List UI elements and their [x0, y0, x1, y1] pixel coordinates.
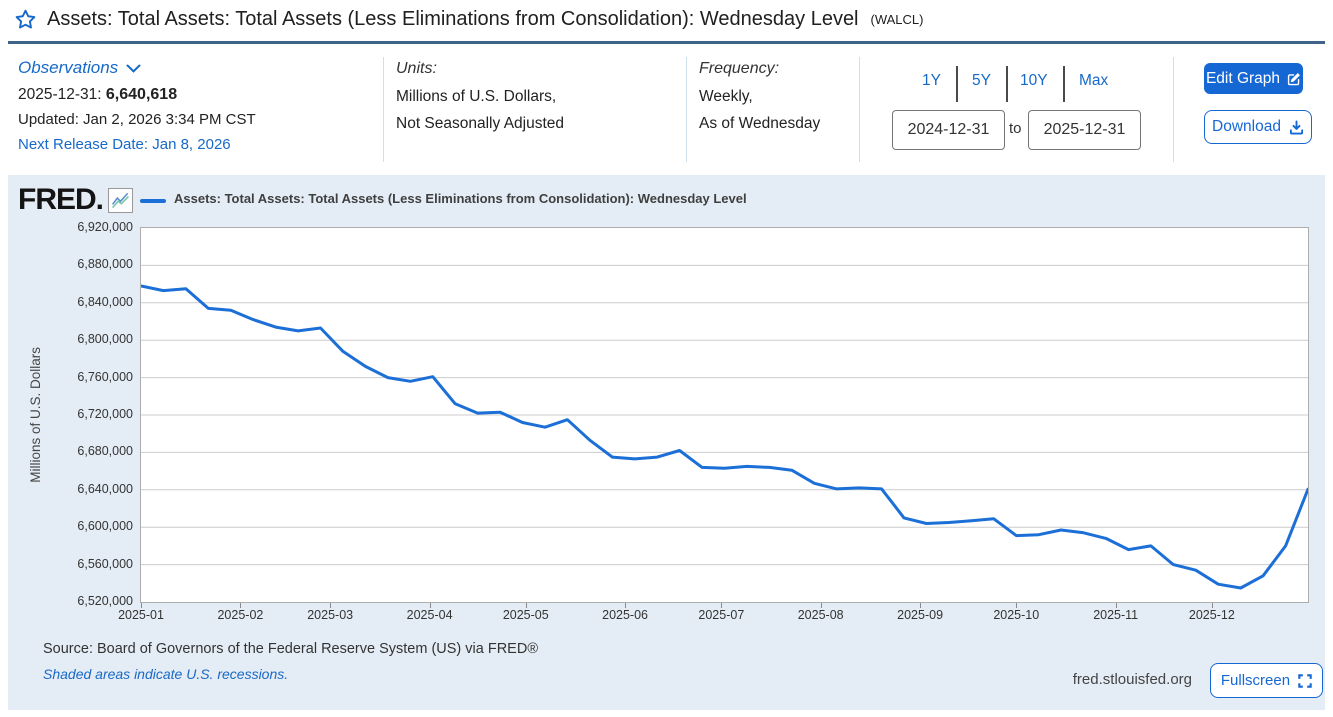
legend-series-label: Assets: Total Assets: Total Assets (Less…: [174, 191, 747, 206]
y-tick-label: 6,720,000: [77, 407, 133, 421]
x-tick-label: 2025-01: [118, 608, 164, 622]
chevron-down-icon: [126, 64, 141, 73]
download-icon: [1289, 119, 1304, 135]
y-tick-label: 6,520,000: [77, 594, 133, 608]
x-tick-mark: [721, 603, 723, 608]
x-tick-label: 2025-10: [993, 608, 1040, 622]
y-tick-label: 6,760,000: [77, 369, 133, 384]
series-line: [139, 284, 1310, 590]
x-tick-label: 2025-03: [307, 608, 354, 622]
fullscreen-button[interactable]: Fullscreen: [1210, 663, 1323, 698]
frequency-line1: Weekly,: [699, 88, 753, 105]
preset-separator: [956, 66, 958, 102]
y-tick-label: 6,880,000: [77, 257, 133, 272]
fullscreen-label: Fullscreen: [1220, 672, 1291, 689]
units-label: Units:: [396, 60, 437, 77]
x-tick-label: 2025-09: [897, 608, 944, 622]
plot-area[interactable]: [139, 227, 1310, 603]
toolbar-divider: [383, 57, 384, 162]
observations-dropdown[interactable]: Observations: [18, 58, 141, 78]
next-release-link[interactable]: Next Release Date: Jan 8, 2026: [18, 136, 231, 153]
toolbar-divider: [859, 57, 860, 162]
page-title: Assets: Total Assets: Total Assets (Less…: [47, 8, 859, 30]
observations-label: Observations: [18, 58, 119, 77]
y-tick-label: 6,560,000: [77, 556, 133, 571]
legend-line-swatch: [140, 199, 166, 203]
series-ticker: (WALCL): [870, 12, 924, 27]
title-divider: [8, 41, 1325, 44]
toolbar-divider: [1173, 57, 1174, 162]
x-tick-mark: [625, 603, 627, 608]
x-tick-label: 2025-11: [1093, 608, 1139, 622]
x-tick-label: 2025-04: [406, 608, 453, 622]
site-url: fred.stlouisfed.org: [1072, 671, 1192, 688]
fullscreen-icon: [1298, 673, 1312, 688]
edit-graph-label: Edit Graph: [1205, 69, 1281, 87]
x-tick-label: 2025-05: [502, 608, 549, 622]
x-tick-mark: [1016, 603, 1018, 608]
x-tick-mark: [429, 603, 431, 608]
favorite-star-icon[interactable]: [14, 8, 37, 31]
fred-logo[interactable]: FRED: [18, 183, 103, 217]
end-date-input[interactable]: [1028, 110, 1141, 150]
x-tick-mark: [141, 603, 142, 608]
edit-graph-button[interactable]: Edit Graph: [1204, 63, 1303, 94]
graph-container: FRED Assets: Total Assets: Total Assets …: [8, 175, 1325, 710]
date-range-to-label: to: [1009, 120, 1022, 137]
x-tick-label: 2025-02: [217, 608, 264, 622]
chart-line-svg: [139, 264, 1310, 590]
y-tick-label: 6,640,000: [77, 481, 133, 496]
units-line2: Not Seasonally Adjusted: [396, 115, 565, 132]
latest-observation-date: 2025-12-31:: [18, 86, 102, 103]
latest-observation: 2025-12-31: 6,640,618: [18, 86, 177, 104]
x-tick-mark: [1211, 603, 1213, 608]
y-tick-label: 6,600,000: [77, 519, 133, 534]
x-tick-label: 2025-08: [797, 608, 844, 622]
recession-note-link[interactable]: Shaded areas indicate U.S. recessions.: [43, 666, 289, 682]
frequency-label: Frequency:: [699, 60, 780, 77]
download-label: Download: [1212, 118, 1281, 135]
y-tick-label: 6,800,000: [77, 332, 133, 347]
download-button[interactable]: Download: [1204, 110, 1312, 144]
y-tick-label: 6,920,000: [77, 220, 133, 234]
x-tick-mark: [525, 603, 527, 608]
x-tick-mark: [240, 603, 242, 608]
y-tick-label: 6,680,000: [77, 444, 133, 459]
start-date-input[interactable]: [892, 110, 1005, 150]
range-preset-max[interactable]: Max: [1079, 72, 1109, 89]
updated-timestamp: Updated: Jan 2, 2026 3:34 PM CST: [18, 111, 256, 128]
x-tick-mark: [330, 603, 332, 608]
range-preset-5y[interactable]: 5Y: [972, 72, 991, 89]
x-tick-mark: [820, 603, 822, 608]
x-tick-label: 2025-07: [698, 608, 745, 622]
preset-separator: [1063, 66, 1065, 102]
x-tick-label: 2025-06: [602, 608, 648, 622]
edit-pencil-icon: [1287, 72, 1301, 86]
x-tick-label: 2025-12: [1188, 608, 1235, 622]
source-attribution: Source: Board of Governors of the Federa…: [43, 641, 539, 657]
header: Assets: Total Assets: Total Assets (Less…: [14, 8, 923, 31]
latest-observation-value: 6,640,618: [105, 86, 178, 103]
y-tick-label: 6,840,000: [77, 294, 133, 309]
toolbar-divider: [686, 57, 687, 162]
range-preset-1y[interactable]: 1Y: [922, 72, 941, 89]
x-tick-mark: [920, 603, 922, 608]
x-tick-mark: [1115, 603, 1117, 608]
range-preset-10y[interactable]: 10Y: [1020, 72, 1048, 89]
fred-logo-chart-icon: [108, 188, 133, 213]
frequency-line2: As of Wednesday: [699, 115, 821, 132]
preset-separator: [1006, 66, 1008, 102]
units-line1: Millions of U.S. Dollars,: [396, 88, 557, 105]
